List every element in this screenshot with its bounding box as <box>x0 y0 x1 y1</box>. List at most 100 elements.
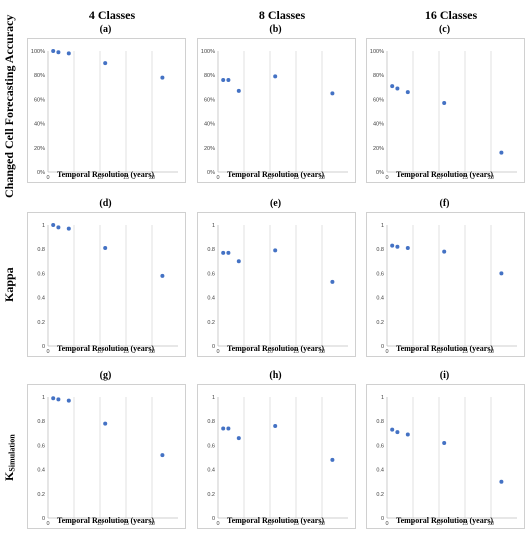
x-tick-label-6-4: 20 <box>149 521 155 527</box>
y-tick-label-6-4: 0.8 <box>37 419 45 425</box>
chart-svg-1: 0% 20% 40% 60% 80% 100% 0 5 10 15 20 <box>201 49 348 181</box>
y-tick-label-8-2: 0.4 <box>376 468 384 474</box>
y-tick-label-7-2: 0.4 <box>207 468 215 474</box>
data-point-5-0 <box>390 243 395 248</box>
x-tick-label-0-3: 15 <box>123 175 129 181</box>
y-tick-label-6-3: 0.6 <box>37 443 45 449</box>
y-tick-label-5-3: 0.6 <box>376 271 384 277</box>
data-point-6-3 <box>103 421 108 426</box>
data-point-5-1 <box>395 244 400 249</box>
y-tick-label-1-0: 0% <box>207 170 215 176</box>
data-point-7-3 <box>273 424 278 429</box>
row-header-ksimulation-sub: Simulation <box>7 434 17 472</box>
y-tick-label-8-4: 0.8 <box>376 419 384 425</box>
y-tick-label-2-2: 40% <box>373 122 384 128</box>
data-point-1-0 <box>221 78 226 83</box>
x-tick-label-3-2: 10 <box>97 349 103 355</box>
x-tick-label-0-4: 20 <box>149 175 155 181</box>
x-axis-label-0: Temporal Resolution (years) <box>56 170 155 179</box>
y-tick-label-5-2: 0.4 <box>376 296 384 302</box>
y-tick-label-1-3: 60% <box>204 97 215 103</box>
x-tick-label-5-4: 20 <box>488 349 494 355</box>
data-point-3-2 <box>66 226 71 231</box>
chart-svg-2: 0% 20% 40% 60% 80% 100% 0 5 10 15 20 <box>370 49 517 181</box>
x-axis-label-7: Temporal Resolution (years) <box>226 516 325 525</box>
data-point-0-3 <box>103 61 108 66</box>
chart-panel-6: 0 0.2 0.4 0.6 0.8 1 0 5 10 15 20 <box>27 384 186 529</box>
y-tick-label-4-1: 0.2 <box>207 320 215 326</box>
x-tick-label-8-1: 5 <box>411 521 414 527</box>
data-point-3-0 <box>51 223 56 227</box>
data-point-6-2 <box>66 398 71 403</box>
data-point-0-1 <box>56 50 61 55</box>
data-point-5-3 <box>442 249 447 254</box>
x-tick-label-7-2: 10 <box>267 521 273 527</box>
x-tick-label-4-1: 5 <box>242 349 245 355</box>
x-tick-label-6-0: 0 <box>46 521 49 527</box>
x-tick-label-2-2: 10 <box>436 175 442 181</box>
y-tick-label-6-1: 0.2 <box>37 492 45 498</box>
y-tick-label-1-5: 100% <box>201 49 215 55</box>
row-header-ksimulation: KSimulation <box>2 373 17 543</box>
y-tick-label-3-5: 1 <box>42 223 45 229</box>
y-tick-label-1-1: 20% <box>204 146 215 152</box>
data-point-8-2 <box>405 432 410 437</box>
y-tick-label-1-4: 80% <box>204 73 215 79</box>
y-tick-label-6-0: 0 <box>42 516 45 522</box>
row-header-accuracy: Changed Cell Forecasting Accuracy <box>2 15 17 198</box>
data-point-4-3 <box>273 248 278 253</box>
x-axis-label-4: Temporal Resolution (years) <box>226 344 325 353</box>
column-header-4-classes: 4 Classes <box>88 8 136 22</box>
x-tick-label-3-1: 5 <box>72 349 75 355</box>
x-tick-label-2-3: 15 <box>462 175 468 181</box>
x-tick-label-4-4: 20 <box>319 349 325 355</box>
y-tick-label-2-5: 100% <box>370 49 384 55</box>
data-point-1-3 <box>273 74 278 79</box>
chart-panel-2: 0% 20% 40% 60% 80% 100% 0 5 10 15 20 <box>366 38 525 183</box>
column-header-16-classes: 16 Classes <box>424 8 478 22</box>
y-tick-label-5-4: 0.8 <box>376 247 384 253</box>
y-tick-label-5-1: 0.2 <box>376 320 384 326</box>
y-tick-label-3-0: 0 <box>42 344 45 350</box>
y-tick-label-3-1: 0.2 <box>37 320 45 326</box>
x-tick-label-2-4: 20 <box>488 175 494 181</box>
panel-label-8: (i) <box>439 370 450 381</box>
x-tick-label-1-3: 15 <box>293 175 299 181</box>
y-tick-label-5-0: 0 <box>381 344 384 350</box>
y-tick-label-0-1: 20% <box>34 146 45 152</box>
data-point-2-1 <box>395 86 400 91</box>
x-tick-label-5-2: 10 <box>436 349 442 355</box>
x-tick-label-0-0: 0 <box>46 175 49 181</box>
panel-label-1: (b) <box>269 24 282 35</box>
x-tick-label-1-1: 5 <box>242 175 245 181</box>
data-point-6-0 <box>51 396 56 401</box>
x-tick-label-4-3: 15 <box>293 349 299 355</box>
chart-panel-7: 0 0.2 0.4 0.6 0.8 1 0 5 10 15 20 <box>197 384 356 529</box>
y-tick-label-7-3: 0.6 <box>207 443 215 449</box>
data-point-3-1 <box>56 225 61 230</box>
y-tick-label-8-5: 1 <box>381 395 384 401</box>
data-point-5-2 <box>405 245 410 250</box>
panel-label-2: (c) <box>438 24 451 35</box>
data-point-2-2 <box>405 90 410 95</box>
data-point-4-2 <box>236 259 241 264</box>
data-point-8-3 <box>442 440 447 445</box>
x-tick-label-7-0: 0 <box>216 521 219 527</box>
y-tick-label-0-0: 0% <box>37 170 45 176</box>
x-tick-label-8-2: 10 <box>436 521 442 527</box>
panel-label-0: (a) <box>99 24 112 35</box>
y-tick-label-0-2: 40% <box>34 122 45 128</box>
chart-panel-0: 0% 20% 40% 60% 80% 100% 0 5 10 15 20 <box>27 38 186 183</box>
y-tick-label-4-3: 0.6 <box>207 271 215 277</box>
x-tick-label-0-2: 10 <box>97 175 103 181</box>
x-tick-label-4-0: 0 <box>216 349 219 355</box>
x-tick-label-1-4: 20 <box>319 175 325 181</box>
data-point-1-2 <box>236 88 241 93</box>
panel-label-3: (d) <box>99 198 112 209</box>
x-tick-label-3-3: 15 <box>123 349 129 355</box>
y-tick-label-1-2: 40% <box>204 122 215 128</box>
chart-svg-6: 00.20.40.60.810 5 10 15 20 <box>37 395 178 527</box>
data-point-7-1 <box>226 426 231 431</box>
data-point-7-4 <box>330 457 335 462</box>
x-tick-label-1-2: 10 <box>267 175 273 181</box>
